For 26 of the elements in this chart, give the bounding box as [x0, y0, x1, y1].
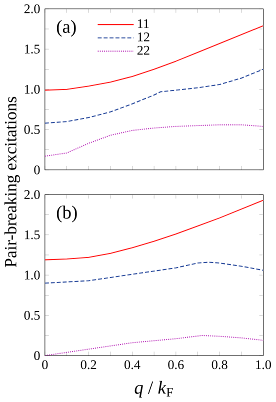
x-tick-label: 0.6: [168, 360, 184, 370]
x-tick-label: 0.4: [124, 360, 140, 370]
legend-label: 11: [138, 19, 149, 28]
x-tick-label: 1.0: [256, 360, 272, 370]
y-tick-label: 0: [34, 351, 40, 360]
x-tick-label: 0.2: [80, 360, 96, 370]
x-tick-label: 0.8: [212, 360, 228, 370]
y-tick-label: 2.0: [24, 190, 40, 200]
legend-label: 22: [137, 46, 150, 55]
y-tick-label: 1.5: [25, 44, 40, 54]
y-axis-title: Pair-breaking excitations: [4, 96, 20, 268]
y-tick-label: 0.5: [24, 125, 40, 134]
y-tick-label: 2.0: [24, 4, 40, 14]
y-tick-label: 0: [34, 165, 40, 174]
line-series: [44, 334, 264, 356]
x-axis-title: q / k$_{F}$: [134, 380, 173, 398]
legend-label: 12: [138, 32, 150, 42]
y-tick-label: 1.5: [25, 230, 40, 240]
line-series: [44, 124, 264, 157]
line-series: [44, 68, 264, 124]
x-tick-label: 0: [42, 360, 48, 370]
annotation: (b): [56, 206, 77, 222]
y-tick-label: 1.0: [25, 84, 40, 94]
y-tick-label: 1.0: [25, 270, 40, 280]
y-tick-label: 0.5: [24, 310, 40, 320]
annotation: (a): [56, 20, 76, 37]
